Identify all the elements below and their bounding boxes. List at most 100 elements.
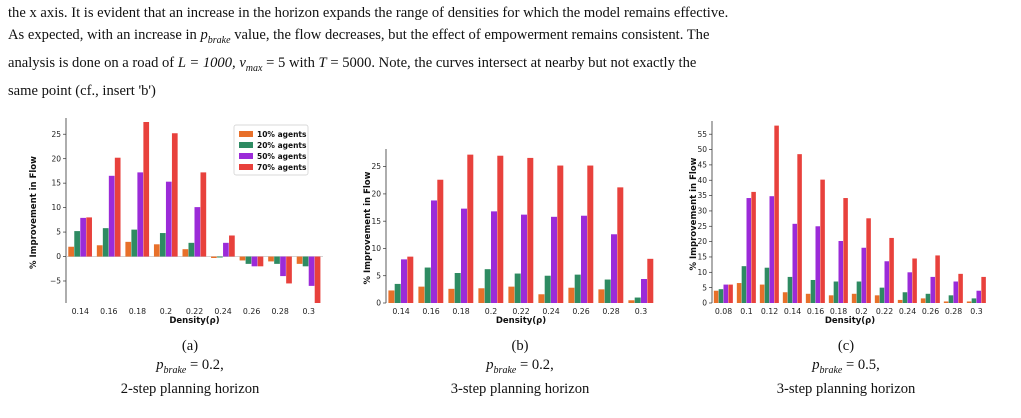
- bar-50-agents-0.22: [194, 207, 201, 257]
- bar-50-agents-0.26: [930, 276, 936, 303]
- x-axis-label: Density(ρ): [496, 316, 546, 326]
- bar-10-agents-0.22: [508, 286, 515, 303]
- bar-10-agents-0.24: [897, 299, 903, 303]
- caption-a: (a) pbrake = 0.2, 2-step planning horizo…: [70, 337, 310, 399]
- x-tick-label: 0.3: [303, 307, 315, 316]
- y-tick-label: 15: [371, 217, 381, 226]
- bar-70-agents-0.2: [497, 155, 504, 303]
- bar-50-agents-0.24: [223, 242, 229, 257]
- legend-entry: 50% agents: [257, 152, 307, 161]
- bar-20-agents-0.26: [245, 256, 252, 264]
- bar-50-agents-0.2: [165, 181, 172, 257]
- bar-20-agents-0.24: [544, 275, 551, 303]
- bar-50-agents-0.16: [815, 226, 821, 303]
- bar-70-agents-0.08: [728, 284, 733, 303]
- bar-50-agents-0.22: [521, 214, 527, 303]
- bar-20-agents-0.2: [484, 269, 491, 303]
- y-tick-label: 35: [697, 191, 707, 200]
- y-tick-label: 10: [697, 268, 707, 277]
- legend-box: [233, 124, 309, 176]
- legend-swatch: [239, 153, 253, 159]
- bar-70-agents-0.28: [286, 256, 292, 284]
- bar-70-agents-0.14: [797, 154, 802, 303]
- bar-10-agents-0.26: [568, 287, 575, 303]
- bar-50-agents-0.12: [769, 196, 775, 303]
- x-tick-label: 0.08: [715, 307, 732, 316]
- bar-50-agents-0.14: [401, 259, 407, 303]
- y-tick-label: −5: [50, 277, 61, 286]
- bar-50-agents-0.28: [953, 281, 959, 303]
- caption-a-horizon: 2-step planning horizon: [120, 380, 260, 397]
- bar-70-agents-0.1: [751, 191, 756, 303]
- legend-entry: 70% agents: [257, 163, 307, 172]
- bar-10-agents-0.3: [296, 256, 303, 264]
- bar-10-agents-0.22: [182, 249, 189, 257]
- legend-swatch: [239, 142, 253, 148]
- y-tick-label: 50: [697, 145, 707, 154]
- bar-70-agents-0.3: [647, 258, 654, 303]
- x-tick-label: 0.22: [512, 307, 529, 316]
- x-tick-label: 0.1: [740, 307, 752, 316]
- paragraph-line-1: the x axis. It is evident that an increa…: [8, 5, 729, 21]
- bar-20-agents-0.16: [810, 279, 816, 303]
- bar-10-agents-0.28: [943, 301, 949, 303]
- caption-paragraph: the x axis. It is evident that an increa…: [8, 2, 1016, 102]
- bar-50-agents-0.3: [641, 279, 647, 303]
- y-axis-label: % Improvement in Flow: [363, 171, 373, 284]
- bar-20-agents-0.24: [902, 292, 908, 303]
- bar-10-agents-0.2: [851, 293, 857, 303]
- bar-20-agents-0.14: [787, 276, 793, 303]
- bar-50-agents-0.26: [251, 256, 258, 267]
- bar-20-agents-0.3: [971, 298, 977, 303]
- y-axis-label: % Improvement in Flow: [689, 157, 699, 270]
- bar-50-agents-0.22: [884, 261, 890, 303]
- bar-20-agents-0.14: [394, 283, 401, 303]
- bar-50-agents-0.14: [792, 223, 798, 303]
- x-tick-label: 0.18: [830, 307, 847, 316]
- bar-70-agents-0.18: [467, 154, 474, 303]
- bar-50-agents-0.18: [838, 241, 844, 303]
- bar-70-agents-0.24: [557, 165, 564, 303]
- caption-b: (b) pbrake = 0.2, 3-step planning horizo…: [400, 337, 640, 399]
- legend-swatch: [239, 131, 253, 137]
- bar-50-agents-0.24: [551, 216, 557, 303]
- caption-b-horizon: 3-step planning horizon: [450, 380, 590, 397]
- bar-20-agents-0.28: [274, 256, 280, 264]
- bar-70-agents-0.26: [257, 256, 264, 267]
- caption-c-horizon: 3-step planning horizon: [776, 380, 916, 397]
- bar-10-agents-0.28: [268, 256, 274, 262]
- y-tick-label: 20: [697, 237, 707, 246]
- y-tick-label: 0: [376, 299, 381, 308]
- x-tick-label: 0.2: [485, 307, 497, 316]
- bar-50-agents-0.18: [137, 172, 144, 257]
- bar-10-agents-0.2: [478, 288, 485, 303]
- y-axis-label: % Improvement in Flow: [29, 156, 39, 269]
- y-tick-label: 0: [56, 252, 61, 261]
- x-tick-label: 0.12: [761, 307, 778, 316]
- bar-70-agents-0.28: [617, 187, 624, 303]
- bar-50-agents-0.28: [280, 256, 286, 277]
- bar-20-agents-0.18: [454, 273, 461, 303]
- bar-50-agents-0.3: [308, 256, 315, 286]
- bar-50-agents-0.2: [861, 247, 867, 303]
- bar-10-agents-0.16: [96, 245, 103, 257]
- bar-70-agents-0.22: [200, 172, 207, 257]
- caption-c-label: (c): [837, 338, 855, 354]
- caption-a-label: (a): [181, 338, 199, 354]
- bar-20-agents-0.28: [948, 295, 954, 303]
- y-tick-label: 15: [697, 253, 707, 262]
- y-tick-label: 5: [376, 271, 381, 280]
- bar-10-agents-0.18: [448, 288, 455, 303]
- bar-70-agents-0.24: [229, 235, 235, 257]
- bar-10-agents-0.26: [920, 298, 926, 303]
- bar-20-agents-0.2: [159, 233, 166, 257]
- x-tick-label: 0.24: [542, 307, 559, 316]
- legend-entry: 20% agents: [257, 141, 307, 150]
- x-tick-label: 0.3: [970, 307, 982, 316]
- y-tick-label: 55: [697, 130, 707, 139]
- y-tick-label: 10: [51, 203, 61, 212]
- caption-b-param: pbrake = 0.2,: [486, 357, 554, 376]
- bar-50-agents-0.26: [581, 215, 587, 303]
- bar-50-agents-0.18: [461, 208, 467, 303]
- bar-10-agents-0.3: [966, 301, 972, 303]
